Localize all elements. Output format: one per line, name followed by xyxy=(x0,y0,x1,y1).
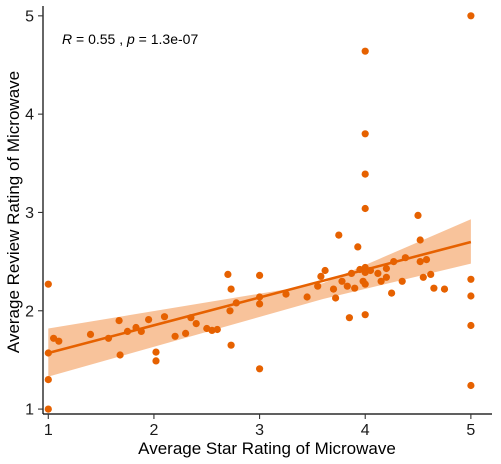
data-point xyxy=(314,282,322,290)
data-point xyxy=(343,282,351,290)
data-point xyxy=(152,348,160,356)
data-point xyxy=(422,256,431,264)
data-point xyxy=(361,170,369,178)
x-tick-label: 2 xyxy=(149,422,158,439)
data-point xyxy=(354,243,362,251)
data-point xyxy=(256,271,264,279)
data-point xyxy=(335,231,343,239)
y-tick-label: 4 xyxy=(25,107,34,124)
data-point xyxy=(224,270,232,278)
data-point xyxy=(338,277,346,285)
data-point xyxy=(440,285,449,293)
data-point xyxy=(208,326,216,334)
data-point xyxy=(361,311,369,319)
data-point xyxy=(416,236,424,244)
y-tick-label: 2 xyxy=(25,303,34,320)
data-point xyxy=(187,314,195,322)
data-point xyxy=(398,277,406,285)
y-tick-label: 3 xyxy=(25,205,34,222)
data-point xyxy=(213,325,221,334)
data-point xyxy=(44,376,52,384)
data-point xyxy=(232,299,240,307)
data-point xyxy=(401,254,409,262)
correlation-annotation: R = 0.55 , p = 1.3e-07 xyxy=(62,31,198,47)
data-point xyxy=(44,349,52,357)
x-tick-label: 5 xyxy=(466,422,475,439)
y-axis-title: Average Review Rating of Microwave xyxy=(4,71,23,353)
data-point xyxy=(86,330,95,338)
x-tick-label: 3 xyxy=(255,422,264,439)
data-point xyxy=(282,290,290,298)
data-point xyxy=(467,275,475,283)
data-point xyxy=(388,289,396,297)
data-point xyxy=(44,405,52,413)
y-tick-label: 5 xyxy=(25,8,34,25)
data-point xyxy=(427,270,435,278)
data-point xyxy=(377,277,385,285)
data-point xyxy=(347,269,356,277)
data-point xyxy=(419,273,427,281)
data-point xyxy=(44,280,52,288)
data-point xyxy=(361,47,369,55)
data-point xyxy=(256,300,264,308)
x-axis-title: Average Star Rating of Microwave xyxy=(138,439,396,458)
data-point xyxy=(382,273,390,281)
data-point xyxy=(416,258,424,266)
data-point xyxy=(361,130,369,138)
data-point xyxy=(115,317,123,325)
data-point xyxy=(132,323,140,332)
data-point xyxy=(467,292,475,300)
data-point xyxy=(374,269,382,277)
data-point xyxy=(303,293,311,301)
y-tick-label: 1 xyxy=(25,402,34,419)
data-point xyxy=(226,307,234,315)
data-point xyxy=(321,266,329,275)
data-point xyxy=(256,365,264,373)
data-point xyxy=(361,204,369,213)
data-point xyxy=(467,381,475,390)
data-point xyxy=(382,264,390,273)
data-point xyxy=(366,266,375,275)
data-point xyxy=(123,327,132,335)
data-point xyxy=(55,337,63,345)
data-point xyxy=(227,285,235,293)
data-points-layer xyxy=(44,12,475,413)
data-point xyxy=(332,294,340,302)
data-point xyxy=(430,284,438,292)
data-point xyxy=(467,12,475,20)
x-tick-label: 4 xyxy=(361,422,370,439)
data-point xyxy=(116,351,124,359)
data-point xyxy=(227,341,235,349)
data-point xyxy=(152,357,160,365)
data-point xyxy=(182,329,190,337)
data-point xyxy=(145,316,153,324)
data-point xyxy=(317,272,325,280)
x-tick-label: 1 xyxy=(44,422,53,439)
data-point xyxy=(345,314,353,322)
data-point xyxy=(137,327,145,335)
data-point xyxy=(467,321,475,330)
data-point xyxy=(104,334,113,342)
data-point xyxy=(390,258,398,266)
data-point xyxy=(171,332,179,340)
data-point xyxy=(329,285,338,293)
data-point xyxy=(256,293,264,301)
data-point xyxy=(414,211,422,219)
data-point xyxy=(361,280,369,288)
axes-layer: 1 2 3 4 5 1 2 3 4 5 xyxy=(25,6,492,439)
data-point xyxy=(192,320,200,328)
data-point xyxy=(351,284,359,292)
data-point xyxy=(160,313,169,321)
